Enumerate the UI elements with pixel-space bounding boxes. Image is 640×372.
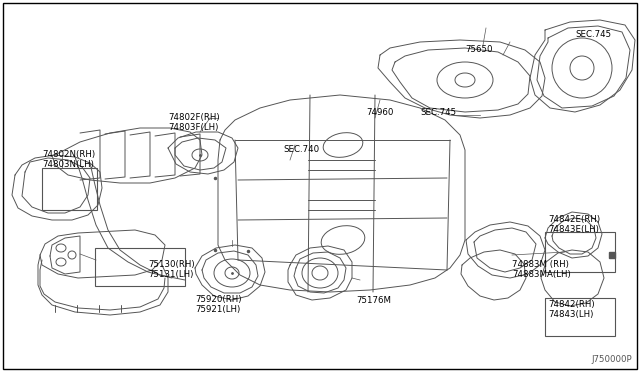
- Text: 74803N(LH): 74803N(LH): [42, 160, 94, 169]
- Text: SEC.745: SEC.745: [575, 30, 611, 39]
- Text: 75130(RH): 75130(RH): [148, 260, 195, 269]
- Text: 75176M: 75176M: [356, 296, 391, 305]
- Text: 74842(RH): 74842(RH): [548, 300, 595, 309]
- Text: SEC.745: SEC.745: [420, 108, 456, 117]
- Text: 75650: 75650: [465, 45, 493, 54]
- Text: 74803F(LH): 74803F(LH): [168, 123, 218, 132]
- Text: 75921(LH): 75921(LH): [195, 305, 240, 314]
- Text: SEC.740: SEC.740: [283, 145, 319, 154]
- Text: 74842E(RH): 74842E(RH): [548, 215, 600, 224]
- Text: 74883M (RH): 74883M (RH): [512, 260, 569, 269]
- Text: 74843E(LH): 74843E(LH): [548, 225, 599, 234]
- Text: 75131(LH): 75131(LH): [148, 270, 193, 279]
- Bar: [42, 168, 97, 210]
- Bar: [545, 298, 615, 336]
- Text: J750000P: J750000P: [591, 355, 632, 364]
- Text: 75920(RH): 75920(RH): [195, 295, 241, 304]
- Bar: [545, 232, 615, 272]
- Text: 74802F(RH): 74802F(RH): [168, 113, 220, 122]
- Text: 74802N(RH): 74802N(RH): [42, 150, 95, 159]
- Text: 74843(LH): 74843(LH): [548, 310, 593, 319]
- Text: 74883MA(LH): 74883MA(LH): [512, 270, 571, 279]
- Text: 74960: 74960: [366, 108, 394, 117]
- Bar: [95, 248, 185, 286]
